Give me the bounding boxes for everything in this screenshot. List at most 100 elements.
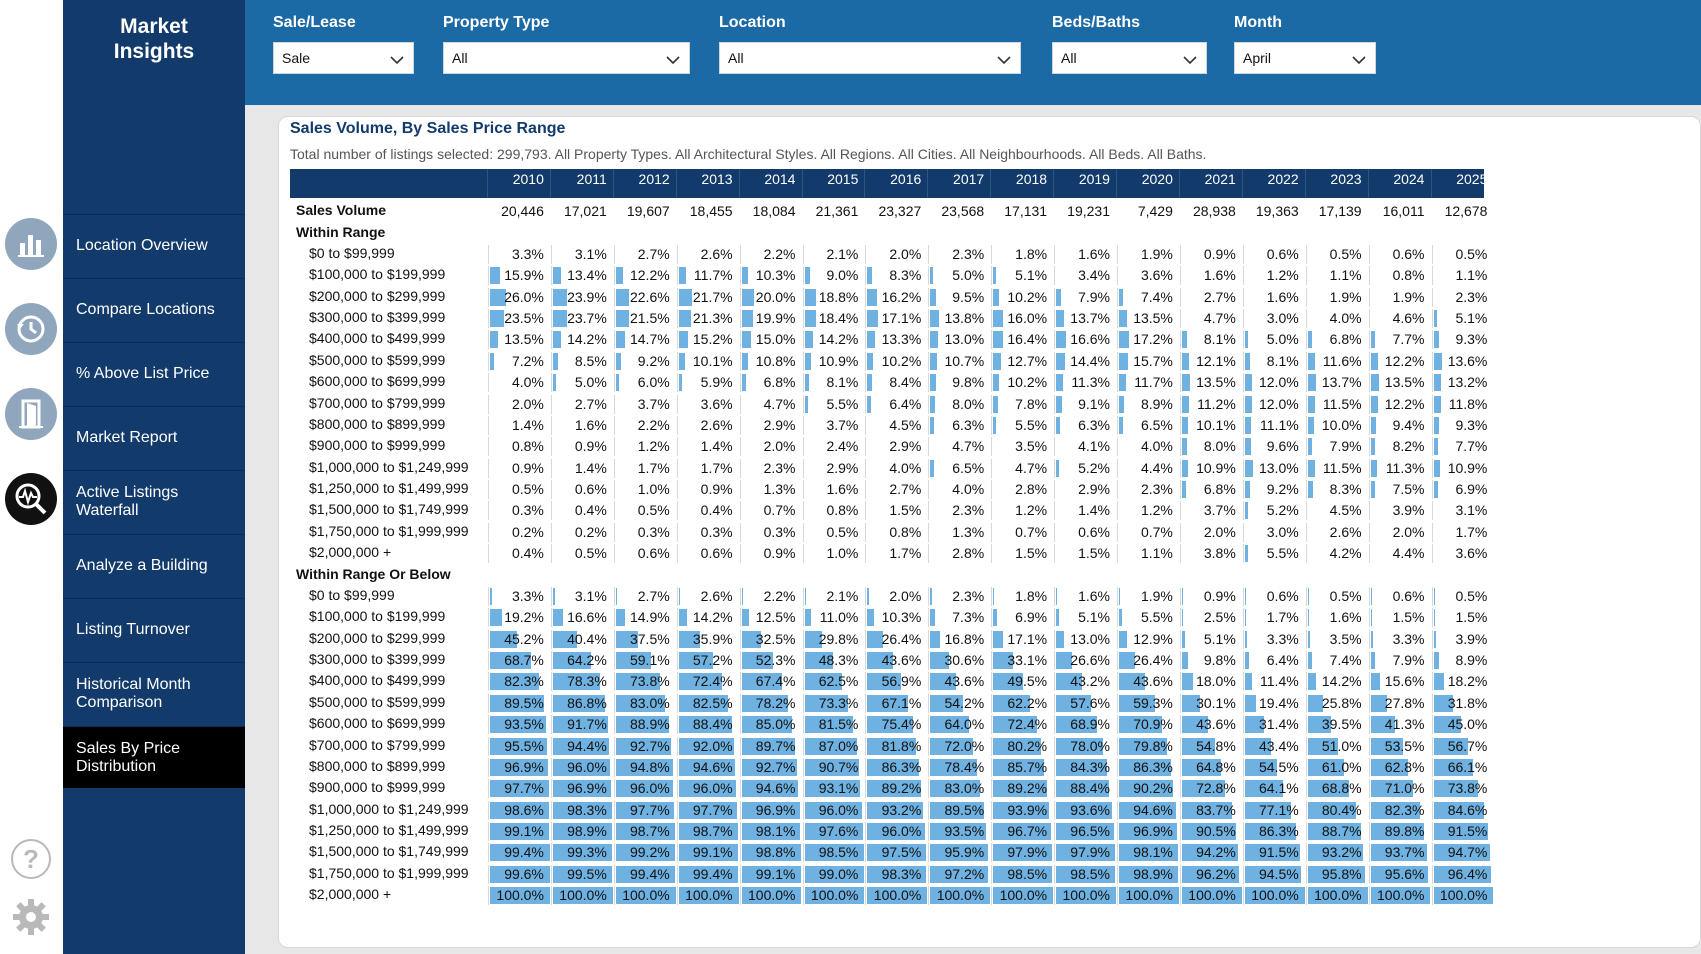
table-cell[interactable]: 16.2% bbox=[867, 288, 927, 306]
table-cell[interactable]: 4.2% bbox=[1308, 544, 1368, 562]
table-cell[interactable]: 11.7% bbox=[678, 266, 739, 285]
table-cell[interactable]: 11.2% bbox=[1181, 395, 1242, 413]
table-cell[interactable]: 93.5% bbox=[490, 715, 550, 734]
table-cell[interactable]: 72.4% bbox=[678, 672, 739, 691]
table-cell[interactable]: 2.0% bbox=[867, 245, 927, 263]
table-cell[interactable]: 73.3% bbox=[804, 694, 865, 712]
table-cell[interactable]: 21.7% bbox=[678, 288, 739, 306]
table-cell[interactable]: 96.5% bbox=[1056, 822, 1116, 840]
table-cell[interactable]: 2.0% bbox=[490, 395, 550, 413]
table-cell[interactable]: 2.3% bbox=[1119, 480, 1179, 498]
table-cell[interactable]: 96.2% bbox=[1181, 865, 1242, 883]
table-cell[interactable]: 0.3% bbox=[616, 523, 676, 541]
table-cell[interactable]: 21.5% bbox=[615, 309, 676, 328]
table-cell[interactable]: 6.9% bbox=[1433, 480, 1494, 498]
table-cell[interactable]: 92.0% bbox=[678, 737, 739, 755]
table-cell[interactable]: 2.2% bbox=[741, 587, 802, 605]
table-cell[interactable]: 97.6% bbox=[804, 822, 865, 840]
table-cell[interactable]: 88.4% bbox=[1056, 779, 1116, 798]
table-cell[interactable]: 1.3% bbox=[742, 480, 802, 498]
table-cell[interactable]: 23.5% bbox=[490, 309, 550, 328]
table-cell[interactable]: 100.0% bbox=[615, 886, 676, 905]
table-cell[interactable]: 48.3% bbox=[804, 651, 865, 670]
table-cell[interactable]: 16.8% bbox=[930, 630, 990, 648]
table-cell[interactable]: 86.8% bbox=[552, 694, 613, 712]
table-cell[interactable]: 16.4% bbox=[993, 330, 1053, 349]
table-cell[interactable]: 14.4% bbox=[1056, 352, 1116, 370]
table-cell[interactable]: 0.7% bbox=[742, 501, 802, 519]
table-cell[interactable]: 20.0% bbox=[741, 288, 802, 306]
table-cell[interactable]: 2.7% bbox=[1182, 288, 1242, 306]
table-cell[interactable]: 2.3% bbox=[930, 587, 990, 605]
table-cell[interactable]: 11.0% bbox=[804, 608, 865, 627]
table-cell[interactable]: 1.9% bbox=[1119, 587, 1179, 605]
table-cell[interactable]: 72.4% bbox=[993, 715, 1053, 734]
table-cell[interactable]: 100.0% bbox=[993, 886, 1054, 905]
year-header[interactable]: 2014 bbox=[738, 169, 802, 198]
table-cell[interactable]: 0.5% bbox=[1433, 587, 1494, 605]
table-cell[interactable]: 37.5% bbox=[615, 630, 676, 648]
table-cell[interactable]: 100.0% bbox=[1181, 886, 1242, 905]
table-cell[interactable]: 87.0% bbox=[804, 737, 865, 755]
table-cell[interactable]: 12.0% bbox=[1244, 373, 1305, 392]
table-cell[interactable]: 64.0% bbox=[930, 715, 990, 734]
table-cell[interactable]: 6.8% bbox=[741, 373, 802, 392]
table-cell[interactable]: 18.8% bbox=[804, 288, 865, 306]
table-cell[interactable]: 0.8% bbox=[805, 501, 865, 519]
table-cell[interactable]: 12.2% bbox=[1370, 352, 1431, 370]
table-cell[interactable]: 89.5% bbox=[490, 694, 550, 712]
table-cell[interactable]: 35.9% bbox=[678, 630, 739, 648]
table-cell[interactable]: 21.3% bbox=[678, 309, 739, 328]
table-cell[interactable]: 100.0% bbox=[804, 886, 865, 905]
table-cell[interactable]: 91.5% bbox=[1433, 822, 1494, 840]
table-cell[interactable]: 9.2% bbox=[615, 352, 676, 370]
table-cell[interactable]: 39.5% bbox=[1307, 715, 1368, 734]
table-cell[interactable]: 64.1% bbox=[1244, 779, 1305, 798]
table-cell[interactable]: 8.1% bbox=[1244, 352, 1305, 370]
table-cell[interactable]: 43.2% bbox=[1056, 672, 1116, 691]
year-header[interactable]: 2021 bbox=[1178, 169, 1242, 198]
table-cell[interactable]: 99.0% bbox=[804, 865, 865, 883]
table-cell[interactable]: 0.5% bbox=[805, 523, 865, 541]
table-cell[interactable]: 4.4% bbox=[1371, 544, 1431, 562]
filter-select-beds-baths[interactable]: All bbox=[1052, 42, 1207, 74]
year-header[interactable]: 2017 bbox=[927, 169, 990, 198]
table-cell[interactable]: 10.2% bbox=[993, 373, 1053, 392]
table-cell[interactable]: 13.0% bbox=[1056, 630, 1116, 648]
table-cell[interactable]: 1.6% bbox=[1056, 587, 1116, 605]
table-cell[interactable]: 6.8% bbox=[1307, 330, 1368, 349]
table-cell[interactable]: 2.2% bbox=[742, 245, 802, 263]
table-cell[interactable]: 98.3% bbox=[867, 865, 927, 883]
table-cell[interactable]: 96.0% bbox=[804, 801, 865, 819]
table-cell[interactable]: 5.0% bbox=[930, 266, 990, 285]
table-cell[interactable]: 1.2% bbox=[616, 437, 676, 455]
table-cell[interactable]: 2.6% bbox=[1308, 523, 1368, 541]
table-cell[interactable]: 2.3% bbox=[930, 501, 990, 519]
table-cell[interactable]: 13.0% bbox=[1244, 459, 1305, 477]
table-cell[interactable]: 4.0% bbox=[1308, 309, 1368, 327]
table-cell[interactable]: 33.1% bbox=[993, 651, 1053, 670]
table-cell[interactable]: 0.6% bbox=[1244, 587, 1305, 605]
table-cell[interactable]: 4.5% bbox=[867, 416, 927, 434]
table-cell[interactable]: 6.3% bbox=[1056, 416, 1116, 434]
table-cell[interactable]: 100.0% bbox=[490, 886, 550, 905]
table-cell[interactable]: 5.5% bbox=[993, 416, 1053, 434]
table-cell[interactable]: 18.4% bbox=[804, 309, 865, 328]
table-cell[interactable]: 100.0% bbox=[1056, 886, 1116, 905]
table-cell[interactable]: 2.9% bbox=[1056, 480, 1116, 498]
table-cell[interactable]: 98.3% bbox=[552, 801, 613, 819]
table-cell[interactable]: 4.0% bbox=[867, 459, 927, 477]
table-cell[interactable]: 3.7% bbox=[1182, 501, 1242, 519]
table-cell[interactable]: 94.4% bbox=[552, 737, 613, 755]
table-cell[interactable]: 68.9% bbox=[1056, 715, 1116, 734]
table-cell[interactable]: 94.2% bbox=[1181, 843, 1242, 862]
table-cell[interactable]: 3.4% bbox=[1056, 266, 1116, 284]
table-cell[interactable]: 0.8% bbox=[1371, 266, 1431, 284]
table-cell[interactable]: 0.4% bbox=[490, 544, 550, 562]
table-cell[interactable]: 9.8% bbox=[930, 373, 990, 392]
table-cell[interactable]: 7.9% bbox=[1307, 437, 1368, 456]
table-cell[interactable]: 29.8% bbox=[804, 630, 865, 648]
table-cell[interactable]: 99.2% bbox=[615, 843, 676, 862]
table-cell[interactable]: 98.1% bbox=[741, 822, 802, 840]
table-cell[interactable]: 10.0% bbox=[1307, 416, 1368, 434]
